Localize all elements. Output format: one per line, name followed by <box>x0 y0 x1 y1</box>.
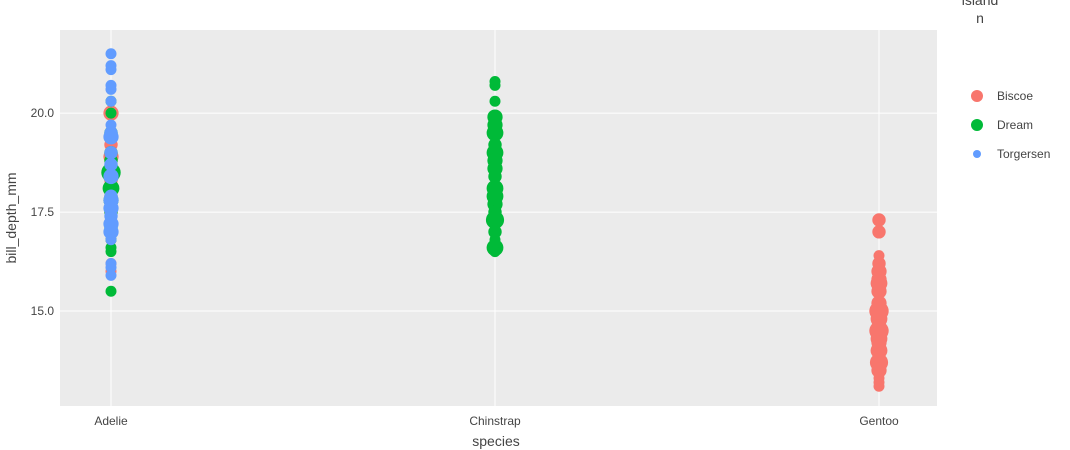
data-point-biscoe <box>872 225 886 239</box>
data-point-torgersen <box>105 261 117 273</box>
x-tick-label: Adelie <box>94 414 128 428</box>
data-point-dream <box>489 95 501 107</box>
data-point-torgersen <box>104 157 118 172</box>
data-point-dream <box>489 246 501 258</box>
legend-label-torgersen: Torgersen <box>997 147 1050 161</box>
legend-label-biscoe: Biscoe <box>997 89 1033 103</box>
data-point-dream <box>486 124 504 142</box>
y-tick-label: 17.5 <box>31 205 55 219</box>
x-tick-label: Gentoo <box>859 414 899 428</box>
legend-marker-torgersen <box>973 150 981 158</box>
data-point-biscoe <box>873 380 885 392</box>
data-point-biscoe <box>871 362 887 379</box>
legend-marker-dream <box>971 119 983 131</box>
legend-title-line-2: n <box>976 10 984 26</box>
y-tick-labels: 15.0 17.5 20.0 <box>31 106 55 318</box>
data-point-dream <box>488 225 502 239</box>
x-tick-labels: Adelie Chinstrap Gentoo <box>94 414 899 428</box>
data-point-torgersen <box>105 95 117 107</box>
data-point-dream <box>105 246 117 258</box>
data-point-biscoe <box>872 213 886 227</box>
y-tick-label: 15.0 <box>31 304 55 318</box>
data-points <box>101 48 889 392</box>
data-point-dream <box>485 210 505 230</box>
data-point-dream <box>105 285 117 297</box>
data-point-dream <box>105 107 117 119</box>
data-point-biscoe <box>871 283 887 299</box>
data-point-torgersen <box>104 145 118 160</box>
y-tick-label: 20.0 <box>31 106 55 120</box>
data-point-torgersen <box>105 83 117 95</box>
data-point-torgersen <box>105 269 117 281</box>
data-point-torgersen <box>105 48 117 60</box>
data-point-dream <box>489 79 501 91</box>
legend: island n Biscoe Dream Torgersen <box>962 0 1051 161</box>
x-tick-label: Chinstrap <box>469 414 521 428</box>
data-point-torgersen <box>103 129 119 145</box>
legend-label-dream: Dream <box>997 118 1033 132</box>
data-point-dream <box>488 169 502 184</box>
y-axis-title: bill_depth_mm <box>3 172 19 263</box>
data-point-torgersen <box>103 224 119 240</box>
legend-title-line-1: island <box>962 0 999 8</box>
legend-marker-biscoe <box>971 90 983 102</box>
data-point-torgersen <box>105 234 117 246</box>
data-point-torgersen <box>105 64 117 76</box>
data-point-torgersen <box>103 168 119 185</box>
x-axis-title: species <box>472 433 519 449</box>
